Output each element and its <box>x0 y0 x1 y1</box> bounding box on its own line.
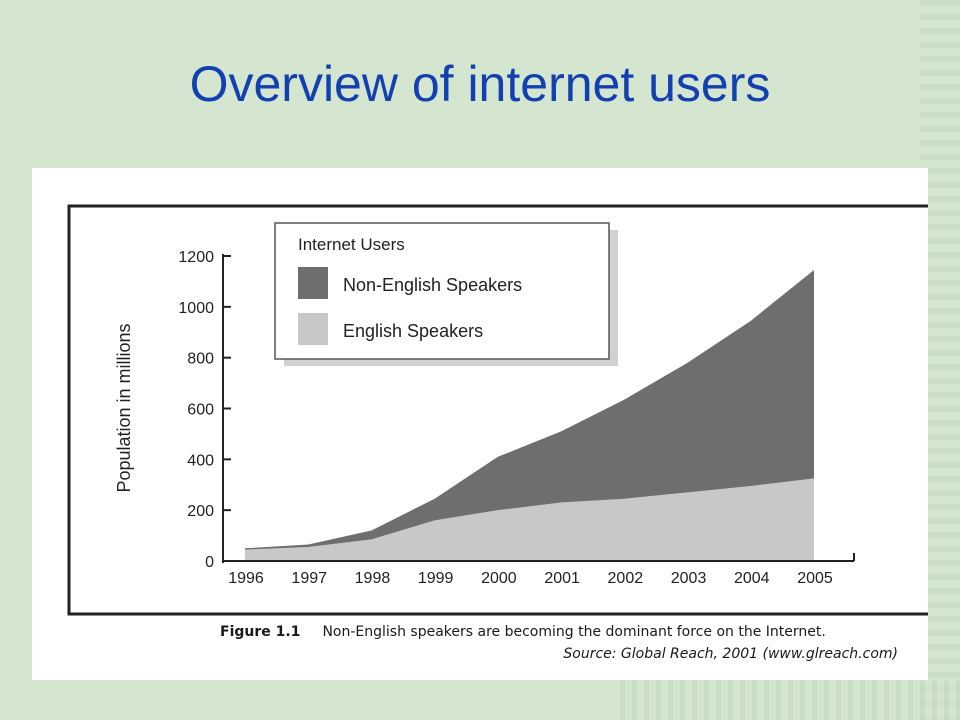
x-tick-label: 2005 <box>797 570 833 587</box>
y-tick-label: 400 <box>187 452 214 469</box>
legend-swatch-english-speakers <box>298 313 328 345</box>
x-tick-label: 2002 <box>608 570 644 587</box>
y-tick-label: 1000 <box>178 300 214 317</box>
x-tick-label: 2001 <box>544 570 580 587</box>
y-axis-label: Population in millions <box>114 323 134 492</box>
x-tick-label: 2004 <box>734 570 770 587</box>
figure-label: Figure 1.1 <box>220 624 301 640</box>
area-english-speakers <box>245 478 814 561</box>
y-tick-label: 600 <box>187 402 214 419</box>
legend-title: Internet Users <box>298 235 405 254</box>
figure-caption-text: Non-English speakers are becoming the do… <box>322 624 826 640</box>
area-chart: 0 200 400 600 800 1000 1200 1996 1997 1998 1999 200… <box>67 204 928 616</box>
x-tick-label: 2003 <box>671 570 707 587</box>
x-tick-label: 1998 <box>355 570 391 587</box>
x-tick-label: 1996 <box>228 570 264 587</box>
figure-panel: 0 200 400 600 800 1000 1200 1996 1997 1998 1999 200… <box>32 168 928 680</box>
figure-source: Source: Global Reach, 2001 (www.glreach.… <box>563 646 898 662</box>
x-tick-label: 2000 <box>481 570 517 587</box>
y-tick-label: 0 <box>205 554 214 571</box>
area-non-english-speakers <box>245 269 814 550</box>
legend-box <box>274 222 610 360</box>
y-tick-label: 1200 <box>178 249 214 266</box>
chart-frame <box>67 204 928 616</box>
legend-label-english-speakers: English Speakers <box>343 321 483 341</box>
y-tick-label: 200 <box>187 503 214 520</box>
y-tick-label: 800 <box>187 351 214 368</box>
x-tick-label: 1999 <box>418 570 454 587</box>
legend-swatch-non-english-speakers <box>298 267 328 299</box>
slide-background-pattern-bottom <box>620 680 960 720</box>
figure-caption: Figure 1.1 Non-English speakers are becom… <box>220 624 900 640</box>
slide-title: Overview of internet users <box>189 56 771 112</box>
legend-label-non-english-speakers: Non-English Speakers <box>343 275 522 295</box>
x-tick-label: 1997 <box>291 570 327 587</box>
